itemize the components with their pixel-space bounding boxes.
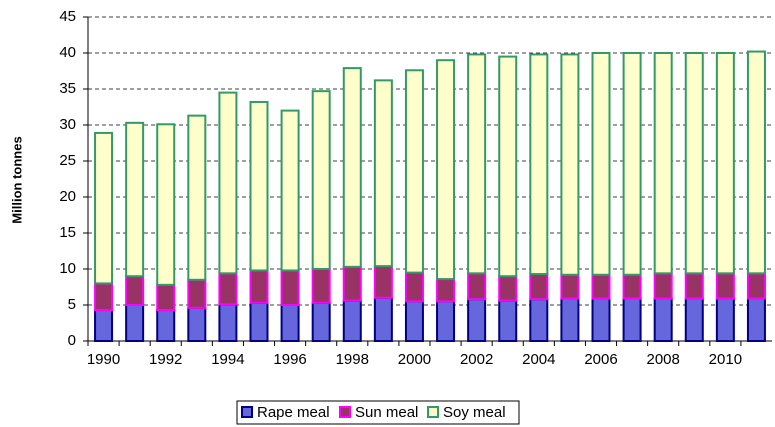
bar-segment bbox=[187, 278, 207, 309]
bar-segment bbox=[311, 90, 331, 270]
bar-segment bbox=[436, 300, 456, 342]
legend-label: Sun meal bbox=[355, 404, 418, 421]
bar-segment bbox=[404, 300, 424, 342]
bar-segment bbox=[591, 297, 611, 342]
bar-segment bbox=[467, 272, 487, 301]
bar-segment bbox=[591, 273, 611, 300]
bar-segment bbox=[342, 299, 362, 342]
bar-segment bbox=[311, 301, 331, 342]
bar-segment bbox=[746, 50, 766, 275]
y-tick-label: 25 bbox=[59, 152, 76, 169]
bar-segment bbox=[373, 296, 393, 342]
y-axis-label: Million tonnes bbox=[9, 136, 24, 223]
bar-segment bbox=[373, 79, 393, 268]
bar-segment bbox=[684, 52, 704, 275]
bar-segment bbox=[156, 283, 176, 312]
bar-segment bbox=[125, 304, 145, 342]
x-tick-label: 1992 bbox=[149, 351, 182, 368]
y-tick-label: 30 bbox=[59, 116, 76, 133]
x-tick-label: 1996 bbox=[273, 351, 306, 368]
bar-segment bbox=[156, 123, 176, 286]
bar-segment bbox=[715, 272, 735, 300]
bar-segment bbox=[746, 297, 766, 342]
bar-segment bbox=[156, 309, 176, 343]
legend-swatch bbox=[241, 406, 253, 418]
bar-segment bbox=[498, 55, 518, 278]
bar-segment bbox=[94, 282, 114, 312]
x-tick-label: 2010 bbox=[709, 351, 742, 368]
x-tick-label: 2006 bbox=[584, 351, 617, 368]
bar-segment bbox=[653, 297, 673, 342]
bar-segment bbox=[529, 273, 549, 301]
legend-label: Rape meal bbox=[257, 404, 330, 421]
bar-segment bbox=[467, 53, 487, 275]
bar-segment bbox=[684, 297, 704, 342]
x-tick-label: 2004 bbox=[522, 351, 555, 368]
bar-segment bbox=[715, 297, 735, 342]
bar-segment bbox=[591, 52, 611, 276]
x-tick-label: 1994 bbox=[211, 351, 244, 368]
bar-segment bbox=[373, 265, 393, 299]
y-tick-label: 35 bbox=[59, 80, 76, 97]
x-tick-label: 2000 bbox=[398, 351, 431, 368]
bar-segment bbox=[125, 121, 145, 278]
bar-segment bbox=[311, 268, 331, 304]
x-tick-label: 2008 bbox=[646, 351, 679, 368]
bar-segment bbox=[560, 53, 580, 276]
bar-segment bbox=[218, 303, 238, 342]
legend-box bbox=[236, 400, 520, 425]
legend-swatch bbox=[427, 406, 439, 418]
legend-label: Soy meal bbox=[443, 404, 506, 421]
bar-segment bbox=[560, 273, 580, 300]
bar-segment bbox=[342, 265, 362, 302]
bar-segment bbox=[125, 275, 145, 307]
bar-segment bbox=[404, 271, 424, 303]
bar-segment bbox=[280, 304, 300, 342]
x-tick-label: 1998 bbox=[336, 351, 369, 368]
bar-segment bbox=[560, 297, 580, 342]
y-tick-label: 45 bbox=[59, 8, 76, 25]
bar-segment bbox=[715, 52, 735, 275]
y-tick-label: 0 bbox=[68, 332, 76, 349]
bar-segment bbox=[94, 131, 114, 285]
bar-segment bbox=[280, 269, 300, 307]
bar-segment bbox=[280, 109, 300, 272]
bar-segment bbox=[653, 52, 673, 275]
y-tick-label: 40 bbox=[59, 44, 76, 61]
y-tick-label: 10 bbox=[59, 260, 76, 277]
bar-segment bbox=[467, 298, 487, 342]
bar-segment bbox=[249, 100, 269, 272]
bar-segment bbox=[218, 91, 238, 275]
bar-segment bbox=[436, 59, 456, 281]
bar-segment bbox=[653, 272, 673, 300]
y-tick-label: 20 bbox=[59, 188, 76, 205]
bar-segment bbox=[498, 275, 518, 302]
bar-segment bbox=[187, 114, 207, 281]
bar-segment bbox=[622, 52, 642, 276]
bar-segment bbox=[342, 67, 362, 268]
bar-segment bbox=[498, 299, 518, 342]
bar-segment bbox=[249, 301, 269, 342]
bar-segment bbox=[436, 278, 456, 303]
bar-segment bbox=[529, 53, 549, 276]
bar-segment bbox=[218, 272, 238, 306]
legend-swatch bbox=[339, 406, 351, 418]
bar-segment bbox=[249, 269, 269, 304]
bar-segment bbox=[94, 309, 114, 343]
bar-segment bbox=[684, 272, 704, 300]
y-tick-label: 5 bbox=[68, 296, 76, 313]
y-tick-label: 15 bbox=[59, 224, 76, 241]
bar-segment bbox=[746, 272, 766, 300]
bar-segment bbox=[187, 306, 207, 343]
bar-segment bbox=[622, 297, 642, 342]
x-tick-label: 1990 bbox=[87, 351, 120, 368]
bar-segment bbox=[529, 298, 549, 342]
bar-segment bbox=[404, 69, 424, 274]
bar-segment bbox=[622, 273, 642, 300]
x-tick-label: 2002 bbox=[460, 351, 493, 368]
